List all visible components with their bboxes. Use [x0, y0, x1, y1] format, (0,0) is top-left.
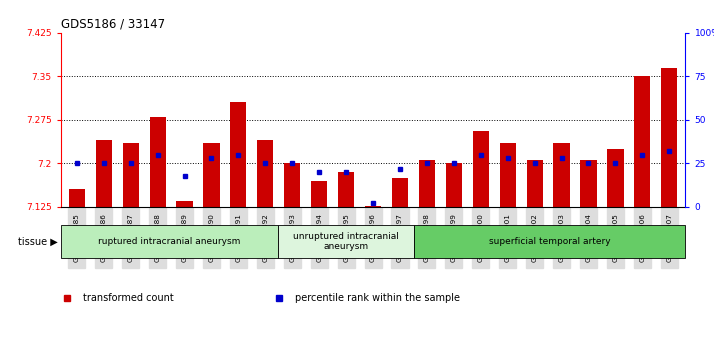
Bar	[257, 140, 273, 207]
Bar	[500, 143, 516, 207]
Bar	[203, 143, 220, 207]
Bar	[61, 225, 278, 258]
Bar	[365, 206, 381, 207]
Bar	[338, 172, 354, 207]
Bar	[123, 143, 139, 207]
Bar	[446, 163, 462, 207]
Text: percentile rank within the sample: percentile rank within the sample	[295, 293, 460, 303]
Text: GDS5186 / 33147: GDS5186 / 33147	[61, 17, 165, 30]
Bar	[278, 225, 414, 258]
Bar	[231, 102, 246, 207]
Bar	[392, 178, 408, 207]
Bar	[176, 201, 193, 207]
Text: unruptured intracranial
aneurysm: unruptured intracranial aneurysm	[293, 232, 399, 251]
Bar	[553, 143, 570, 207]
Bar	[69, 189, 85, 207]
Bar	[526, 160, 543, 207]
Bar	[634, 76, 650, 207]
Bar	[284, 163, 301, 207]
Text: superficial temporal artery: superficial temporal artery	[489, 237, 610, 246]
Bar	[414, 225, 685, 258]
Bar	[419, 160, 435, 207]
Text: transformed count: transformed count	[83, 293, 174, 303]
Bar	[580, 160, 597, 207]
Bar	[473, 131, 489, 207]
Bar	[149, 117, 166, 207]
Text: ruptured intracranial aneurysm: ruptured intracranial aneurysm	[98, 237, 241, 246]
Bar	[661, 68, 678, 207]
Bar	[96, 140, 112, 207]
Text: tissue ▶: tissue ▶	[18, 236, 58, 246]
Bar	[311, 181, 327, 207]
Bar	[608, 149, 623, 207]
